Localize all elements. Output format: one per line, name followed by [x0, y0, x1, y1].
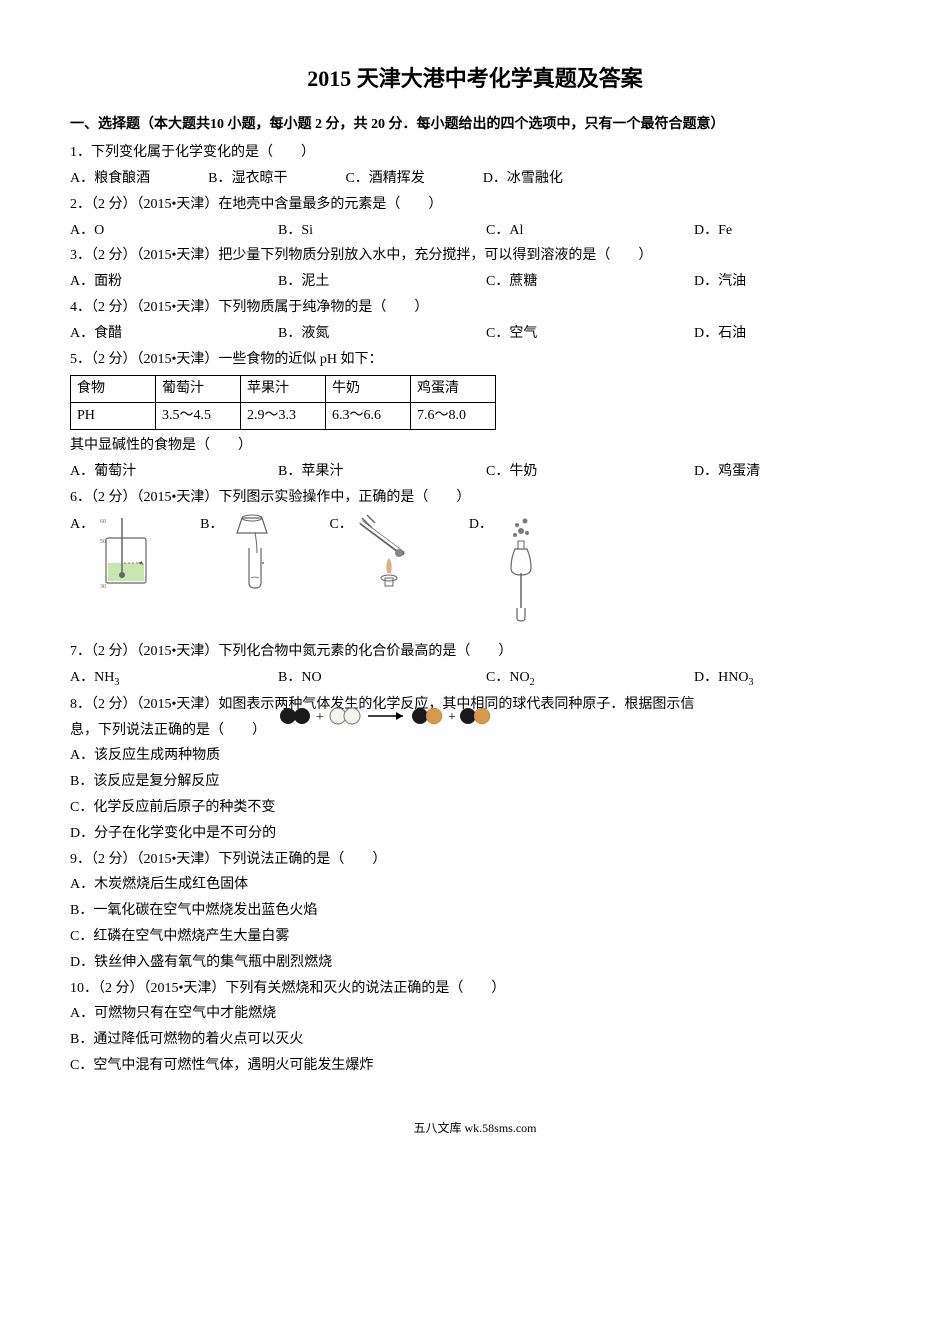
reaction-diagram-icon: + +: [278, 703, 508, 738]
q7-stem: 7．（2 分）（2015•天津）下列化合物中氮元素的化合价最高的是（ ）: [70, 640, 880, 664]
q5-option-d: D．鸡蛋清: [694, 460, 818, 484]
q6-label-b: B．: [200, 513, 223, 537]
q1-option-d: D．冰雪融化: [483, 167, 621, 191]
q8-option-a: A．该反应生成两种物质: [70, 744, 880, 768]
q5-th-3: 牛奶: [326, 376, 411, 403]
q5-td-1: 3.5～4.5: [156, 403, 241, 430]
q7-option-b: B．NO: [278, 666, 486, 691]
q8-stem-2: 息，下列说法正确的是（ ）: [70, 719, 266, 743]
q4-option-c: C．空气: [486, 322, 694, 346]
svg-text:+: +: [316, 710, 324, 725]
svg-text:50: 50: [100, 539, 106, 545]
q9-option-b: B．一氧化碳在空气中燃烧发出蓝色火焰: [70, 899, 880, 923]
q2-option-a: A．O: [70, 219, 278, 243]
q6-label-c: C．: [329, 513, 352, 537]
q4-option-d: D．石油: [694, 322, 804, 346]
q3-option-c: C．蔗糖: [486, 270, 694, 294]
q5-td-4: 7.6～8.0: [411, 403, 496, 430]
svg-text:60: 60: [100, 519, 106, 525]
q9-option-c: C．红磷在空气中燃烧产生大量白雾: [70, 925, 880, 949]
q7-options: A．NH3 B．NO C．NO2 D．HNO3: [70, 666, 880, 691]
q5-option-b: B．苹果汁: [278, 460, 486, 484]
q2-option-b: B．Si: [278, 219, 486, 243]
q5-th-0: 食物: [71, 376, 156, 403]
page-title: 2015 天津大港中考化学真题及答案: [70, 60, 880, 97]
q5-td-3: 6.3～6.6: [326, 403, 411, 430]
q6-label-d: D．: [469, 513, 493, 537]
q9-stem: 9．（2 分）（2015•天津）下列说法正确的是（ ）: [70, 848, 880, 872]
q1-option-a: A．粮食酿酒: [70, 167, 208, 191]
q5-th-2: 苹果汁: [241, 376, 326, 403]
q3-stem: 3．（2 分）（2015•天津）把少量下列物质分别放入水中，充分搅拌，可以得到溶…: [70, 244, 880, 268]
q5-td-2: 2.9～3.3: [241, 403, 326, 430]
q3-options: A．面粉 B．泥土 C．蔗糖 D．汽油: [70, 270, 880, 294]
q9-option-d: D．铁丝伸入盛有氧气的集气瓶中剧烈燃烧: [70, 951, 880, 975]
q3-option-d: D．汽油: [694, 270, 804, 294]
q5-th-4: 鸡蛋清: [411, 376, 496, 403]
q5-th-1: 葡萄汁: [156, 376, 241, 403]
q1-option-c: C．酒精挥发: [345, 167, 482, 191]
q10-option-c: C．空气中混有可燃性气体，遇明火可能发生爆炸: [70, 1054, 880, 1078]
q10-option-b: B．通过降低可燃物的着火点可以灭火: [70, 1028, 880, 1052]
q6-options: A． 60 50 30 B．: [70, 513, 880, 632]
q10-option-a: A．可燃物只有在空气中才能燃烧: [70, 1002, 880, 1026]
q9-option-a: A．木炭燃烧后生成红色固体: [70, 873, 880, 897]
q2-option-c: C．Al: [486, 219, 694, 243]
q6-option-b: B．: [200, 513, 287, 602]
q5-stem: 5．（2 分）（2015•天津）一些食物的近似 pH 如下：: [70, 348, 880, 372]
q2-option-d: D．Fe: [694, 219, 790, 243]
q5-options: A．葡萄汁 B．苹果汁 C．牛奶 D．鸡蛋清: [70, 460, 880, 484]
q6-option-a: A． 60 50 30: [70, 513, 158, 602]
svg-text:30: 30: [100, 584, 106, 590]
q1-options: A．粮食酿酒 B．湿衣晾干 C．酒精挥发 D．冰雪融化: [70, 167, 880, 191]
q7-option-d: D．HNO3: [694, 666, 811, 691]
q10-stem: 10．（2 分）（2015•天津）下列有关燃烧和灭火的说法正确的是（ ）: [70, 977, 880, 1001]
q4-options: A．食醋 B．液氮 C．空气 D．石油: [70, 322, 880, 346]
q3-option-a: A．面粉: [70, 270, 278, 294]
q1-stem: 1．下列变化属于化学变化的是（ ）: [70, 141, 880, 165]
q7-option-c: C．NO2: [486, 666, 694, 691]
q5-option-a: A．葡萄汁: [70, 460, 278, 484]
q6-option-d: D．: [469, 513, 547, 632]
q5-table: 食物 葡萄汁 苹果汁 牛奶 鸡蛋清 PH 3.5～4.5 2.9～3.3 6.3…: [70, 375, 496, 430]
q8-stem-row: 息，下列说法正确的是（ ） + +: [70, 719, 880, 743]
q5-stem2: 其中显碱性的食物是（ ）: [70, 434, 880, 458]
heating-tube-icon: [357, 513, 427, 602]
pour-liquid-icon: [227, 513, 287, 602]
thermometer-diagram-icon: 60 50 30: [98, 513, 158, 602]
q5-td-0: PH: [71, 403, 156, 430]
q4-stem: 4．（2 分）（2015•天津）下列物质属于纯净物的是（ ）: [70, 296, 880, 320]
q2-options: A．O B．Si C．Al D．Fe: [70, 219, 880, 243]
q5-option-c: C．牛奶: [486, 460, 694, 484]
q4-option-a: A．食醋: [70, 322, 278, 346]
fuming-bottle-icon: [497, 513, 547, 632]
q6-stem: 6．（2 分）（2015•天津）下列图示实验操作中，正确的是（ ）: [70, 486, 880, 510]
section-1-header: 一、选择题（本大题共10 小题，每小题 2 分，共 20 分．每小题给出的四个选…: [70, 113, 880, 137]
q3-option-b: B．泥土: [278, 270, 486, 294]
q8-option-b: B．该反应是复分解反应: [70, 770, 880, 794]
svg-text:+: +: [448, 710, 456, 725]
q7-option-a: A．NH3: [70, 666, 278, 691]
q8-option-d: D．分子在化学变化中是不可分的: [70, 822, 880, 846]
q8-option-c: C．化学反应前后原子的种类不变: [70, 796, 880, 820]
q2-stem: 2．（2 分）（2015•天津）在地壳中含量最多的元素是（ ）: [70, 193, 880, 217]
q1-option-b: B．湿衣晾干: [208, 167, 345, 191]
q6-label-a: A．: [70, 513, 94, 537]
q4-option-b: B．液氮: [278, 322, 486, 346]
page-footer: 五八文库 wk.58sms.com: [70, 1118, 880, 1138]
q6-option-c: C．: [329, 513, 426, 602]
